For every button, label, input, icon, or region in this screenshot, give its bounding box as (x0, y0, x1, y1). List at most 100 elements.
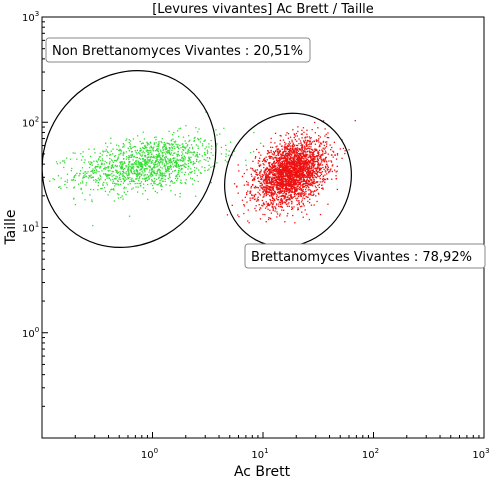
data-point (162, 175, 164, 177)
data-point (57, 175, 60, 177)
data-point (276, 177, 279, 179)
data-point (295, 184, 297, 186)
data-point (290, 195, 292, 197)
data-point (287, 160, 289, 162)
data-point (158, 140, 160, 143)
data-point (315, 160, 317, 163)
data-point (264, 193, 266, 195)
data-point (165, 169, 167, 171)
data-point (315, 139, 317, 141)
data-point (153, 143, 155, 145)
data-point (120, 180, 122, 183)
data-point (107, 194, 109, 196)
data-point (128, 161, 130, 163)
data-point (108, 165, 110, 168)
data-point (294, 160, 296, 162)
data-point (254, 198, 256, 200)
data-point (297, 176, 299, 178)
data-point (276, 173, 278, 176)
data-point (96, 161, 98, 163)
data-point (305, 176, 307, 178)
data-point (293, 179, 296, 181)
data-point (150, 162, 152, 164)
data-point (182, 153, 184, 155)
data-point (147, 159, 150, 161)
gate-label-box (45, 37, 311, 63)
data-point (296, 156, 298, 158)
data-point (298, 183, 300, 185)
data-point (322, 175, 324, 178)
data-point (309, 177, 311, 180)
data-point (190, 161, 193, 163)
data-point (133, 180, 136, 183)
data-point (331, 178, 333, 180)
data-point (164, 172, 166, 174)
data-point (301, 149, 304, 151)
data-point (319, 145, 321, 147)
data-point (320, 143, 323, 145)
data-point (331, 170, 333, 173)
data-point (159, 173, 162, 175)
data-point (196, 174, 198, 177)
data-point (271, 167, 273, 169)
data-point (289, 188, 291, 190)
data-point (271, 188, 273, 190)
data-point (165, 165, 167, 167)
data-point (159, 156, 161, 158)
data-point (277, 162, 280, 164)
data-point (292, 157, 294, 159)
data-point (220, 153, 223, 155)
data-point (279, 175, 281, 177)
data-point (66, 173, 69, 175)
data-point (275, 162, 278, 164)
data-point (277, 164, 279, 167)
data-point (311, 174, 313, 176)
data-point (120, 167, 122, 170)
data-point (285, 160, 288, 162)
data-point (188, 160, 190, 162)
data-point (119, 163, 122, 165)
data-point (283, 149, 286, 151)
data-point (294, 139, 297, 141)
data-point (257, 187, 259, 189)
data-point (260, 185, 262, 187)
data-point (354, 120, 356, 122)
data-point (263, 189, 266, 191)
data-point (291, 197, 293, 200)
data-point (208, 168, 210, 170)
data-point (182, 156, 184, 158)
data-point (280, 158, 282, 160)
data-point (192, 163, 194, 166)
data-point (285, 180, 287, 182)
data-point (268, 172, 270, 174)
data-point (270, 169, 272, 171)
data-point (155, 150, 157, 152)
data-point (298, 163, 301, 165)
data-point (305, 144, 308, 146)
data-point (90, 188, 92, 191)
data-point (303, 175, 305, 177)
data-point (138, 180, 140, 182)
data-point (82, 172, 84, 174)
data-point (136, 166, 138, 168)
data-point (135, 174, 138, 176)
data-point (287, 143, 289, 145)
data-point (275, 154, 277, 157)
data-point (250, 173, 252, 175)
data-point (175, 162, 178, 165)
data-point (77, 183, 80, 185)
data-point (263, 159, 265, 162)
data-point (249, 197, 251, 199)
data-point (143, 164, 145, 166)
data-point (141, 155, 143, 157)
data-point (265, 176, 267, 178)
x-axis-label: Ac Brett (234, 464, 291, 480)
data-point (277, 191, 279, 193)
data-point (305, 168, 307, 171)
data-point (288, 144, 291, 146)
data-point (159, 174, 162, 177)
data-point (159, 161, 161, 164)
data-point (193, 137, 195, 139)
data-point (281, 171, 283, 173)
data-point (321, 171, 324, 173)
